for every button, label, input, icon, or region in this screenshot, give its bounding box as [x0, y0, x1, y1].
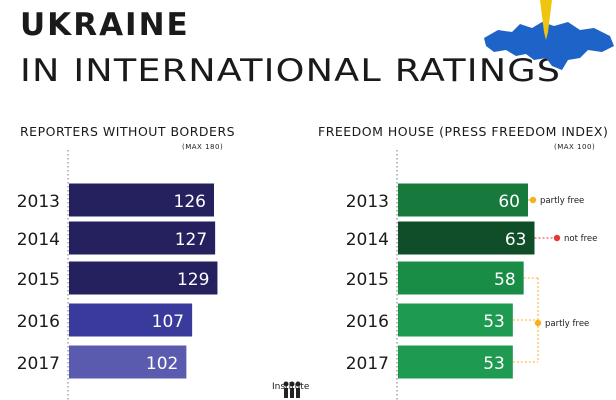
rsf-year-label: 2014: [17, 230, 60, 250]
rsf-year-label: 2013: [17, 192, 60, 212]
fh-bar: [398, 221, 535, 255]
title-line1: UKRAINE: [20, 7, 190, 43]
rsf-title: REPORTERS WITHOUT BORDERS: [20, 124, 236, 139]
fh-value-label: 53: [483, 312, 505, 332]
fh-annotation: partly free: [540, 196, 584, 206]
rsf-value-label: 126: [174, 192, 206, 212]
fh-status-dot: [553, 234, 561, 242]
fh-value-label: 58: [494, 270, 516, 290]
fh-value-label: 60: [498, 192, 520, 212]
rsf-value-label: 107: [152, 312, 184, 332]
institute-logo-icon: [283, 381, 301, 398]
fh-value-label: 63: [505, 230, 527, 250]
fh-year-label: 2015: [346, 270, 389, 290]
fh-bar: [398, 183, 528, 217]
logo-text: Institute: [272, 382, 310, 392]
rsf-bar: [69, 345, 187, 379]
rsf-subtitle: (MAX 180): [182, 143, 224, 151]
rsf-bar: [69, 261, 218, 295]
fh-title: FREEDOM HOUSE (PRESS FREEDOM INDEX): [318, 124, 609, 139]
fh-year-label: 2017: [346, 354, 389, 374]
rsf-bar: [69, 303, 193, 337]
ukraine-map-icon: [484, 0, 614, 70]
fh-year-label: 2013: [346, 192, 389, 212]
fh-annotation: not free: [564, 234, 597, 244]
rsf-year-label: 2016: [17, 312, 60, 332]
fh-status-dot: [534, 319, 542, 327]
fh-annotation: partly free: [545, 319, 589, 329]
fh-status-dot: [529, 196, 537, 204]
fh-bar: [398, 261, 524, 295]
rsf-bar: [69, 183, 214, 217]
rsf-bar: [69, 221, 216, 255]
rsf-value-label: 102: [146, 354, 178, 374]
rsf-year-label: 2015: [17, 270, 60, 290]
rsf-year-label: 2017: [17, 354, 60, 374]
fh-year-label: 2016: [346, 312, 389, 332]
fh-bar: [398, 303, 513, 337]
rsf-value-label: 127: [175, 230, 207, 250]
fh-value-label: 53: [483, 354, 505, 374]
fh-bar: [398, 345, 513, 379]
fh-subtitle: (MAX 100): [554, 143, 596, 151]
title-line2: IN INTERNATIONAL RATINGS: [20, 53, 562, 89]
fh-year-label: 2014: [346, 230, 389, 250]
rsf-value-label: 129: [177, 270, 209, 290]
